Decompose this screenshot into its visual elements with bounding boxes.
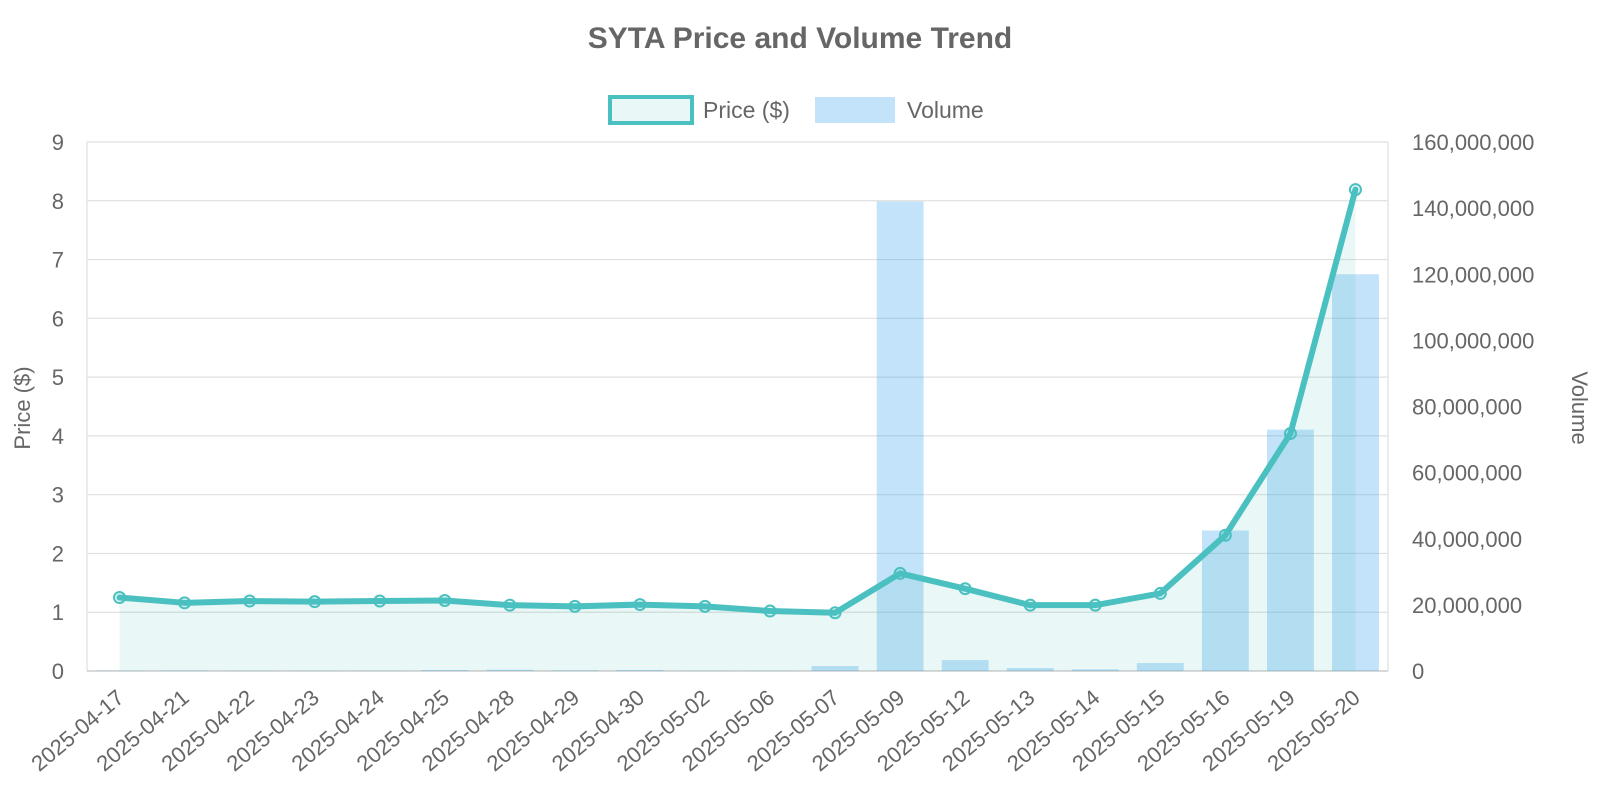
volume-bar[interactable] — [1136, 663, 1184, 671]
price-area — [119, 189, 1356, 672]
price-point[interactable] — [1023, 598, 1037, 612]
left-tick-label: 2 — [52, 541, 64, 566]
right-tick-label: 140,000,000 — [1412, 196, 1534, 221]
left-tick-label: 5 — [52, 365, 64, 390]
volume-bar[interactable] — [1332, 274, 1379, 671]
right-tick-label: 100,000,000 — [1412, 328, 1534, 353]
price-point[interactable] — [1218, 528, 1232, 542]
right-tick-label: 80,000,000 — [1412, 395, 1522, 420]
price-point[interactable] — [503, 598, 517, 612]
price-line-group — [116, 186, 1359, 616]
volume-bar[interactable] — [941, 660, 989, 671]
volume-bar[interactable] — [551, 670, 599, 671]
price-line — [116, 186, 1359, 616]
left-tick-label: 9 — [52, 130, 64, 155]
volume-bar[interactable] — [876, 201, 924, 671]
price-point[interactable] — [633, 598, 647, 612]
left-tick-label: 7 — [52, 248, 64, 273]
legend-label-price: Price ($) — [703, 97, 790, 123]
left-tick-label: 4 — [52, 424, 64, 449]
price-point[interactable] — [893, 566, 907, 580]
right-axis-ticks: 0 20,000,000 40,000,000 60,000,000 80,000,00… — [1412, 130, 1534, 684]
volume-bar[interactable] — [421, 670, 469, 671]
price-point[interactable] — [698, 599, 712, 613]
left-tick-label: 0 — [52, 659, 64, 684]
x-axis-ticks: 2025-04-172025-04-212025-04-222025-04-23… — [26, 685, 1364, 776]
left-axis-title: Price ($) — [10, 366, 35, 449]
price-point[interactable] — [958, 582, 972, 596]
volume-bar[interactable] — [616, 670, 664, 671]
left-tick-label: 1 — [52, 600, 64, 625]
price-point[interactable] — [243, 594, 257, 608]
price-area-fill — [119, 189, 1356, 672]
gridlines — [86, 141, 1389, 672]
legend-item-price[interactable]: Price ($) — [608, 95, 790, 125]
volume-bar[interactable] — [1267, 429, 1314, 671]
left-tick-label: 6 — [52, 306, 64, 331]
price-points — [113, 183, 1362, 620]
price-point[interactable] — [828, 606, 842, 620]
volume-bar[interactable] — [486, 669, 534, 671]
volume-bars — [96, 201, 1379, 671]
right-axis-title: Volume — [1567, 371, 1592, 444]
right-tick-label: 160,000,000 — [1412, 130, 1534, 155]
volume-bar[interactable] — [1201, 530, 1249, 671]
legend-swatch-volume — [815, 97, 895, 123]
left-tick-label: 8 — [52, 189, 64, 214]
left-tick-label: 3 — [52, 483, 64, 508]
price-point[interactable] — [113, 591, 127, 605]
legend-item-volume[interactable]: Volume — [815, 97, 984, 123]
price-point[interactable] — [763, 604, 777, 618]
right-tick-label: 0 — [1412, 659, 1424, 684]
right-tick-label: 120,000,000 — [1412, 262, 1534, 287]
volume-bar[interactable] — [1071, 669, 1119, 671]
left-axis-ticks: 0 1 2 3 4 5 6 7 8 9 — [52, 130, 64, 684]
right-tick-label: 40,000,000 — [1412, 527, 1522, 552]
price-point[interactable] — [1283, 427, 1297, 441]
price-point[interactable] — [1088, 598, 1102, 612]
chart-title: SYTA Price and Volume Trend — [588, 22, 1013, 55]
price-point[interactable] — [438, 593, 452, 607]
right-tick-label: 20,000,000 — [1412, 593, 1522, 618]
price-point[interactable] — [308, 595, 322, 609]
price-point[interactable] — [1153, 586, 1167, 600]
price-point[interactable] — [568, 599, 582, 613]
price-point[interactable] — [1348, 183, 1362, 197]
legend-swatch-price — [608, 95, 694, 125]
price-point[interactable] — [373, 594, 387, 608]
right-tick-label: 60,000,000 — [1412, 461, 1522, 486]
volume-bar[interactable] — [811, 666, 859, 671]
legend-label-volume: Volume — [907, 97, 984, 123]
legend[interactable]: Price ($) Volume — [608, 95, 984, 125]
price-point[interactable] — [178, 596, 192, 610]
volume-bar[interactable] — [1006, 668, 1054, 671]
